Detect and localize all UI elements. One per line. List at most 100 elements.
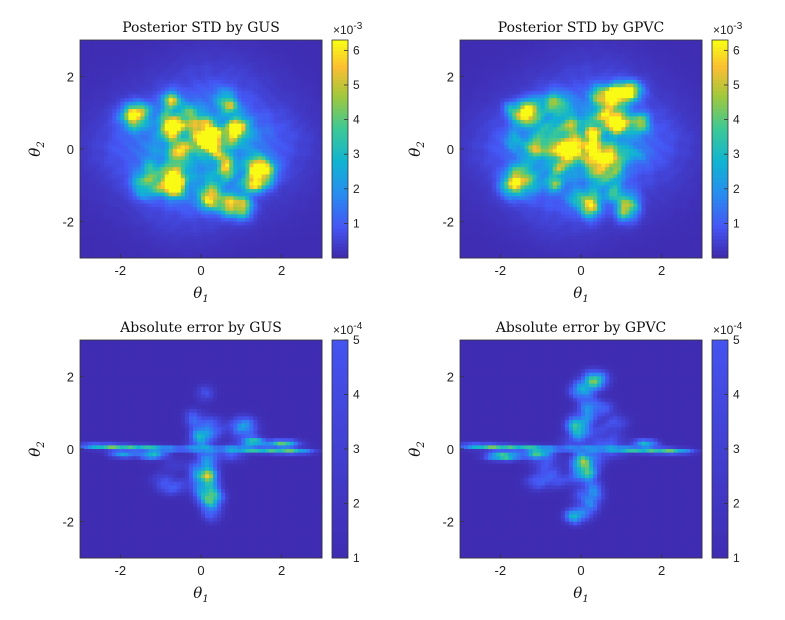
heatmap-cell (480, 109, 485, 114)
heatmap-cell (124, 225, 129, 230)
heatmap-cell (217, 54, 222, 59)
heatmap-cell (512, 185, 517, 190)
heatmap-cell (265, 101, 270, 106)
heatmap-cell (285, 239, 291, 244)
heatmap-cell (116, 50, 121, 55)
heatmap-cell (201, 83, 206, 88)
heatmap-cell (92, 239, 97, 244)
heatmap-cell (120, 192, 125, 197)
heatmap-cell (249, 134, 254, 139)
heatmap-cell (524, 167, 529, 172)
heatmap-cell (313, 167, 319, 172)
heatmap-cell (229, 105, 234, 110)
heatmap-cell (289, 185, 295, 190)
heatmap-cell (160, 170, 166, 175)
heatmap-cell (132, 152, 137, 157)
heatmap-cell (468, 250, 473, 255)
heatmap-cell (484, 185, 489, 190)
heatmap-cell (188, 225, 194, 230)
heatmap-cell (140, 94, 145, 99)
heatmap-cell (192, 83, 198, 88)
heatmap-cell (317, 54, 323, 59)
heatmap-cell (156, 72, 162, 77)
heatmap-cell (192, 178, 198, 183)
heatmap-cell (217, 236, 222, 241)
heatmap-cell (80, 145, 85, 150)
heatmap-cell (112, 210, 117, 215)
multiplier-base: ×10 (333, 23, 354, 37)
heatmap-cell (217, 185, 222, 190)
heatmap-cell (196, 138, 202, 143)
heatmap-cell (201, 232, 206, 237)
heatmap-cell (176, 79, 182, 84)
heatmap-cell (484, 79, 489, 84)
heatmap-cell (293, 250, 299, 255)
heatmap-cell (120, 65, 125, 70)
heatmap-cell (508, 94, 513, 99)
heatmap-cell (464, 210, 469, 215)
heatmap-cell (464, 247, 469, 252)
heatmap-cell (472, 98, 477, 103)
heatmap-cell (289, 134, 295, 139)
heatmap-cell (172, 192, 178, 197)
heatmap-cell (544, 43, 550, 48)
heatmap-cell (152, 156, 158, 161)
heatmap-cell (104, 127, 109, 132)
heatmap-cell (273, 207, 279, 212)
heatmap-cell (180, 83, 186, 88)
heatmap-cell (516, 116, 521, 121)
heatmap-cell (313, 58, 319, 63)
heatmap-cell (249, 174, 254, 179)
heatmap-cell (164, 218, 170, 223)
heatmap-cell (192, 54, 198, 59)
heatmap-cell (201, 43, 206, 48)
heatmap-cell (269, 203, 274, 208)
heatmap-cell (269, 247, 274, 252)
heatmap-cell (269, 141, 274, 146)
heatmap-cell (221, 174, 226, 179)
heatmap-cell (301, 156, 307, 161)
heatmap-cell (184, 152, 190, 157)
heatmap-cell (245, 61, 250, 66)
heatmap-cell (528, 61, 533, 66)
heatmap-cell (229, 236, 234, 241)
heatmap-cell (464, 178, 469, 183)
heatmap-cell (524, 228, 529, 233)
heatmap-cell (508, 203, 513, 208)
heatmap-cell (269, 254, 274, 259)
heatmap-cell (540, 221, 546, 226)
heatmap-cell (484, 105, 489, 110)
heatmap-cell (144, 232, 149, 237)
heatmap-cell (144, 101, 149, 106)
heatmap-cell (148, 98, 153, 103)
heatmap-cell (293, 149, 299, 154)
heatmap-cell (460, 188, 465, 193)
heatmap-cell (269, 65, 274, 70)
heatmap-cell (205, 250, 210, 255)
heatmap-cell (176, 225, 182, 230)
heatmap-cell (484, 254, 489, 259)
heatmap-cell (265, 239, 270, 244)
heatmap-cell (233, 236, 238, 241)
heatmap-cell (261, 123, 266, 128)
heatmap-cell (221, 145, 226, 150)
heatmap-cell (104, 94, 109, 99)
heatmap-cell (301, 170, 307, 175)
heatmap-cell (128, 54, 133, 59)
heatmap-cell (500, 196, 505, 201)
heatmap-cell (285, 159, 291, 164)
heatmap-cell (104, 54, 109, 59)
heatmap-cell (233, 127, 238, 132)
heatmap-cell (468, 134, 473, 139)
heatmap-cell (269, 138, 274, 143)
heatmap-cell (88, 203, 93, 208)
heatmap-cell (221, 54, 226, 59)
heatmap-cell (132, 192, 137, 197)
colorbar-swatch (332, 178, 348, 183)
heatmap-cell (313, 141, 319, 146)
heatmap-cell (116, 47, 121, 52)
heatmap-cell (245, 123, 250, 128)
heatmap-cell (492, 101, 497, 106)
heatmap-cell (476, 250, 481, 255)
heatmap-cell (504, 185, 509, 190)
